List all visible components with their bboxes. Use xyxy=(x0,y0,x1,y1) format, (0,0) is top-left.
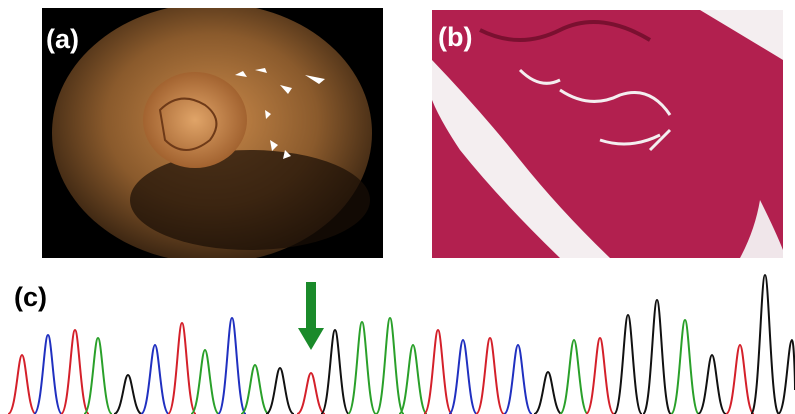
panel-label: (b) xyxy=(438,22,472,52)
mutation-arrow xyxy=(298,282,324,350)
endoscopy-image xyxy=(42,8,383,258)
histology-image xyxy=(432,10,783,258)
chromatogram xyxy=(7,273,795,414)
panel-label: (a) xyxy=(46,24,79,54)
panel-label: (c) xyxy=(14,282,47,312)
